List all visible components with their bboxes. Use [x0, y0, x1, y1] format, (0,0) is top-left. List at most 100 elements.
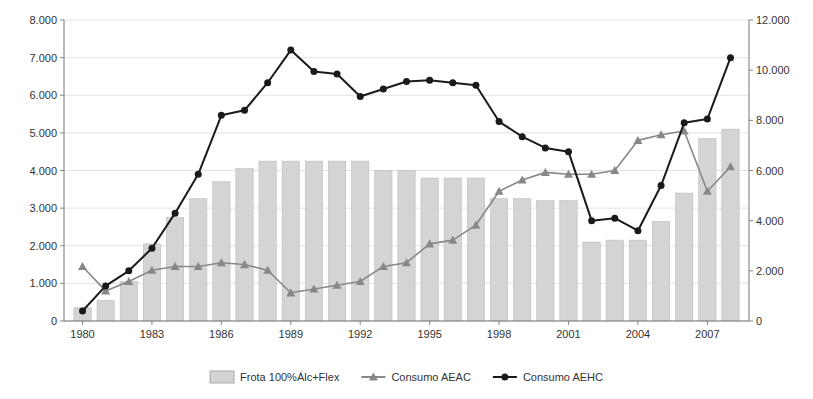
legend-marker	[369, 373, 378, 381]
grid-line	[64, 132, 749, 133]
y2-axis-line	[749, 20, 750, 321]
y-tick	[60, 132, 64, 133]
legend: Frota 100%Álc+Flex Consumo AEAC Consumo AE…	[210, 371, 603, 383]
point	[496, 118, 503, 125]
point	[704, 116, 711, 123]
grid	[64, 20, 749, 321]
chart: 01.0002.0003.0004.0005.0006.0007.0008.00…	[0, 0, 813, 399]
point	[172, 210, 179, 217]
bar	[537, 201, 554, 321]
bar	[213, 182, 230, 321]
bar	[166, 218, 183, 321]
y2-tick-label: 0	[756, 315, 762, 327]
bar	[259, 161, 276, 321]
point	[333, 281, 342, 289]
point	[472, 82, 479, 89]
y2-tick	[749, 220, 753, 221]
y-tick	[60, 245, 64, 246]
x-tick-label: 1992	[348, 328, 372, 340]
grid-line	[64, 57, 749, 58]
point	[195, 171, 202, 178]
line	[83, 131, 731, 293]
x-axis-line	[64, 321, 749, 322]
y-tick-label: 8.000	[29, 14, 57, 26]
bar	[120, 281, 137, 321]
line	[83, 50, 731, 311]
point	[310, 68, 317, 75]
point	[541, 168, 550, 176]
y-tick-label: 6.000	[29, 89, 57, 101]
point	[124, 277, 133, 285]
y2-tick	[749, 120, 753, 121]
point	[587, 170, 596, 178]
x-tick	[221, 321, 222, 325]
x-tick-label: 2004	[626, 328, 650, 340]
point	[241, 107, 248, 114]
x-tick	[429, 321, 430, 325]
point	[426, 77, 433, 84]
point	[357, 93, 364, 100]
y-tick	[60, 20, 64, 21]
point	[633, 136, 642, 144]
bar-series	[74, 129, 739, 321]
x-tick	[360, 321, 361, 325]
y-tick	[60, 321, 64, 322]
y2-tick	[749, 170, 753, 171]
x-tick	[707, 321, 708, 325]
x-tick	[499, 321, 500, 325]
bar	[375, 171, 392, 322]
bar	[190, 199, 207, 321]
point	[610, 166, 619, 174]
point	[658, 182, 665, 189]
bar	[629, 240, 646, 321]
point	[79, 307, 86, 314]
point	[380, 85, 387, 92]
point	[309, 285, 318, 293]
bar	[74, 308, 91, 321]
point	[542, 144, 549, 151]
point	[379, 262, 388, 270]
point	[518, 175, 527, 183]
y-tick	[60, 170, 64, 171]
bar	[305, 161, 322, 321]
point	[240, 260, 249, 268]
point	[565, 148, 572, 155]
y-tick-label: 2.000	[29, 240, 57, 252]
x-tick-label: 2007	[695, 328, 719, 340]
line-series	[79, 47, 734, 315]
y-tick	[60, 283, 64, 284]
grid-line	[64, 95, 749, 96]
point	[726, 162, 735, 170]
legend-marker	[501, 374, 508, 381]
legend-item: Consumo AEAC	[361, 371, 471, 383]
x-tick	[637, 321, 638, 325]
legend-label: Frota 100%Álc+Flex	[240, 371, 340, 383]
y2-tick	[749, 70, 753, 71]
y-tick	[60, 57, 64, 58]
y-tick-label: 3.000	[29, 202, 57, 214]
bar	[444, 178, 461, 321]
point	[403, 78, 410, 85]
point	[727, 54, 734, 61]
point	[471, 221, 480, 229]
x-tick	[568, 321, 569, 325]
point	[681, 119, 688, 126]
legend-label: Consumo AEAC	[391, 371, 471, 383]
legend-item: Consumo AEHC	[493, 371, 603, 383]
point	[148, 245, 155, 252]
bar	[514, 199, 531, 321]
bar	[490, 199, 507, 321]
x-tick-label: 2001	[556, 328, 580, 340]
bar	[467, 178, 484, 321]
point	[703, 187, 712, 195]
y2-tick-label: 4.000	[756, 215, 784, 227]
point	[356, 277, 365, 285]
y-tick-label: 0	[51, 315, 57, 327]
point	[217, 258, 226, 266]
y2-tick-label: 2.000	[756, 265, 784, 277]
grid-line	[64, 20, 749, 21]
x-tick	[151, 321, 152, 325]
x-tick	[290, 321, 291, 325]
bar	[352, 161, 369, 321]
y2-tick-label: 12.000	[756, 14, 790, 26]
